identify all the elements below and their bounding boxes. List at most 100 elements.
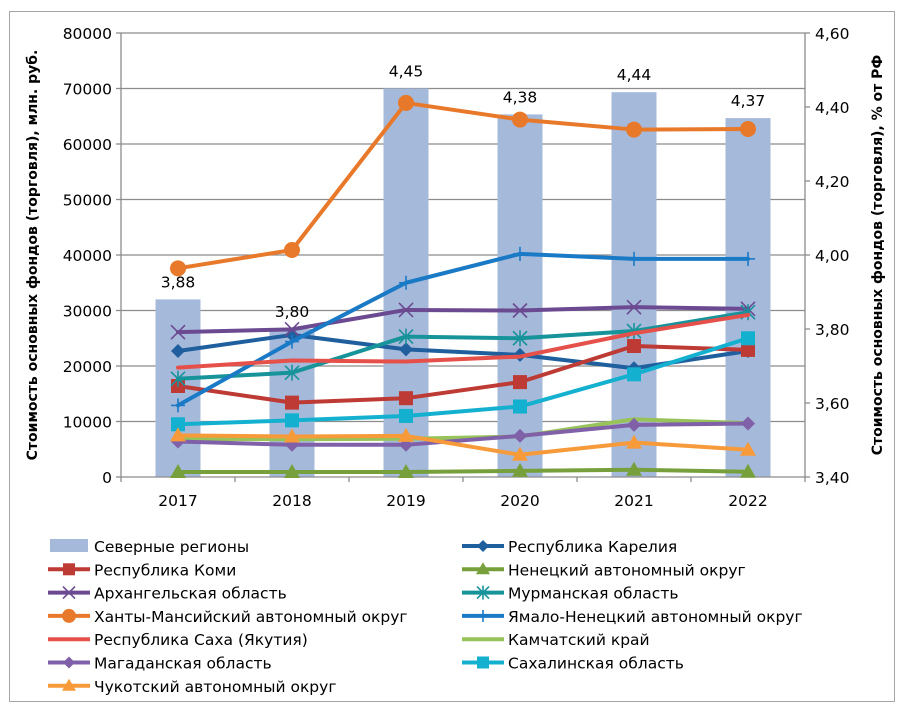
- legend-item-камчатский-край: Камчатский край: [462, 631, 650, 649]
- legend-item-чукотский-автономный-округ: Чукотский автономный округ: [48, 678, 336, 696]
- data-point-marker: [740, 463, 756, 478]
- legend-label: Ненецкий автономный округ: [508, 561, 746, 579]
- data-point-marker: [627, 417, 641, 432]
- data-point-marker: [170, 464, 186, 479]
- y-left-tick-label: 60000: [63, 136, 112, 154]
- line-series-мурманская-область: [170, 304, 756, 387]
- data-point-marker: [284, 321, 300, 337]
- data-point-marker: [627, 367, 641, 382]
- bar-data-label: 4,38: [503, 88, 538, 106]
- x-tick-label: 2020: [500, 492, 539, 510]
- data-point-marker: [285, 334, 299, 349]
- data-point-marker: [477, 540, 489, 552]
- bar-data-label: 3,80: [275, 303, 310, 321]
- data-point-marker: [476, 562, 490, 575]
- marker-stroke: [512, 302, 528, 319]
- data-point-marker: [741, 251, 755, 266]
- data-point-marker: [513, 375, 527, 390]
- data-point-marker: [512, 330, 528, 347]
- data-point-marker: [63, 563, 75, 576]
- marker-stroke: [398, 302, 414, 318]
- line-series-архангельская-область: [170, 299, 756, 340]
- legend-label: Ханты-Мансийский автономный округ: [94, 608, 408, 626]
- data-point-marker: [477, 609, 489, 622]
- bar-series-severnye-regiony: [155, 88, 771, 478]
- line-series-республика-саха-якутия: [176, 312, 750, 370]
- data-point-marker: [171, 344, 185, 359]
- legend-label: Архангельская область: [94, 585, 287, 603]
- legend-label: Республика Коми: [94, 561, 236, 579]
- legend-item-республика-карелия: Республика Карелия: [462, 538, 677, 556]
- data-point-marker: [171, 398, 185, 413]
- data-point-marker: [740, 441, 756, 456]
- data-point-marker: [512, 302, 528, 319]
- legend-item-мурманская-область: Мурманская область: [462, 585, 678, 603]
- bar: [497, 114, 543, 478]
- y-right-tick-label: 3,40: [815, 469, 850, 487]
- data-point-marker: [512, 462, 528, 477]
- data-point-marker: [626, 434, 642, 449]
- series-line: [176, 100, 750, 271]
- legend-label: Республика Саха (Якутия): [94, 631, 308, 649]
- data-point-marker: [170, 370, 186, 387]
- data-point-marker: [740, 121, 756, 138]
- data-point-marker: [741, 331, 755, 346]
- legend-item-республика-саха-якутия: Республика Саха (Якутия): [48, 631, 308, 649]
- line-series-ямало-ненецкий-автономный-округ: [171, 246, 755, 413]
- bar-data-label: 4,37: [731, 92, 766, 110]
- y-axis-left-title: Стоимость основных фондов (торговля), мл…: [25, 50, 41, 461]
- data-point-marker: [513, 246, 527, 261]
- data-point-marker: [62, 608, 76, 623]
- data-point-marker: [512, 111, 528, 128]
- series-line: [176, 305, 750, 335]
- legend-label: Северные регионы: [94, 538, 249, 556]
- data-point-marker: [626, 299, 642, 315]
- legend-label: Камчатский край: [508, 631, 650, 649]
- data-point-marker: [741, 416, 755, 431]
- legend-swatch: [50, 539, 88, 552]
- line-series-республика-карелия: [171, 327, 755, 376]
- data-point-marker: [285, 413, 299, 428]
- data-point-marker: [284, 364, 300, 381]
- series-line: [176, 251, 750, 408]
- data-point-marker: [627, 251, 641, 266]
- bar-data-label: 4,45: [389, 63, 424, 81]
- legend-label: Магаданская область: [94, 655, 272, 673]
- x-tick-label: 2018: [272, 492, 311, 510]
- y-left-tick-label: 20000: [63, 358, 112, 376]
- data-point-marker: [626, 121, 642, 138]
- marker-stroke: [170, 324, 186, 340]
- legend-item-архангельская-область: Архангельская область: [48, 585, 287, 603]
- marker-stroke: [626, 299, 642, 315]
- data-point-marker: [512, 446, 528, 461]
- line-series-ханты-мансийский-автономный-округ: [170, 94, 756, 277]
- series-line: [176, 433, 750, 457]
- legend-item-магаданская-область: Магаданская область: [48, 655, 272, 673]
- legend-label: Ямало-Ненецкий автономный округ: [508, 608, 803, 626]
- marker-stroke: [284, 321, 300, 337]
- legend-item-ненецкий-автономный-округ: Ненецкий автономный округ: [462, 561, 746, 579]
- marker-stroke: [62, 586, 76, 600]
- legend-item-сахалинская-область: Сахалинская область: [462, 655, 684, 673]
- y-right-tick-label: 4,00: [815, 247, 850, 265]
- x-tick-label: 2019: [386, 492, 425, 510]
- data-point-marker: [513, 428, 527, 443]
- y-left-tick-label: 10000: [63, 414, 112, 432]
- y-right-tick-label: 4,60: [815, 25, 850, 43]
- data-point-marker: [170, 324, 186, 340]
- data-point-marker: [626, 461, 642, 476]
- series-line: [176, 344, 750, 405]
- y-right-tick-label: 3,80: [815, 321, 850, 339]
- data-point-marker: [477, 656, 489, 669]
- tick-labels: 0 10000 20000 30000 40000 50000 60000 70000 8000…: [63, 25, 850, 510]
- line-series-сахалинская-область: [171, 331, 755, 432]
- data-point-marker: [398, 302, 414, 318]
- line-series-камчатский-край: [176, 417, 750, 442]
- legend-label: Мурманская область: [508, 585, 678, 603]
- legend: Северные регионы Республика Карелия Респуб…: [48, 538, 803, 696]
- x-tick-label: 2021: [614, 492, 653, 510]
- data-point-marker: [398, 328, 414, 345]
- data-point-marker: [627, 339, 641, 354]
- data-point-marker: [476, 585, 490, 600]
